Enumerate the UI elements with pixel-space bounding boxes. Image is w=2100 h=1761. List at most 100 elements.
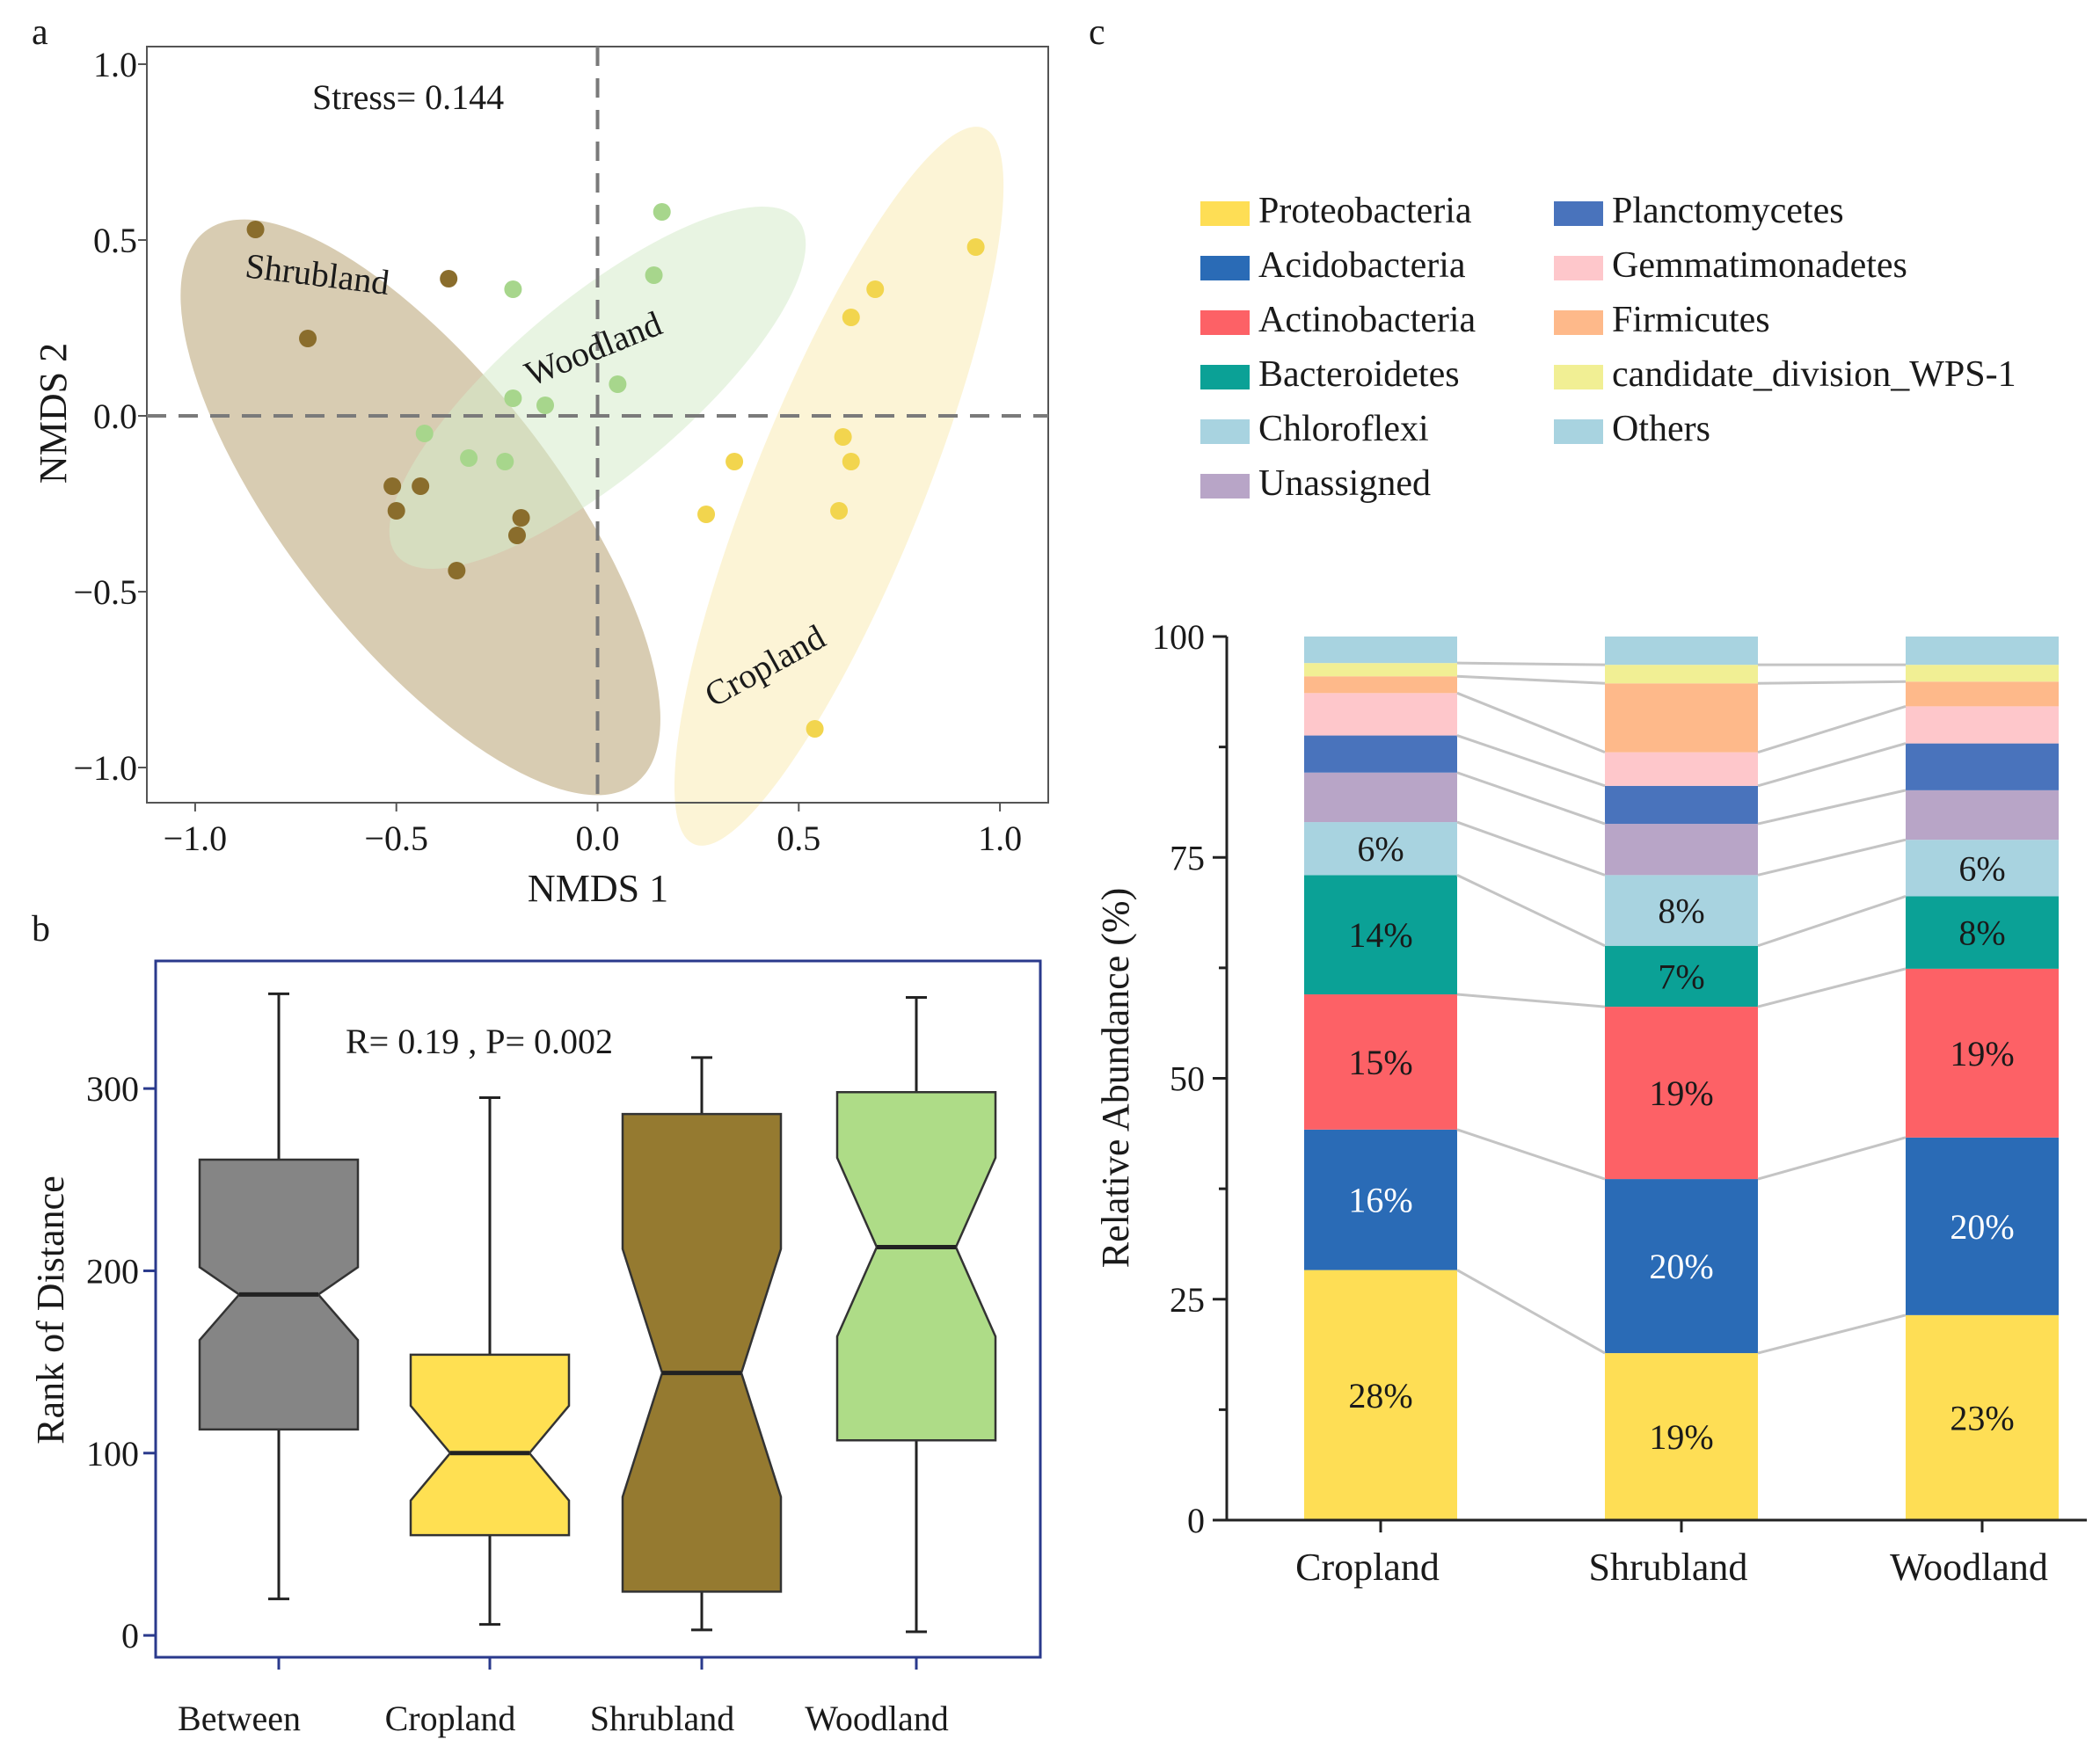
bar-segment-unassigned-woodland [1906,790,2059,840]
bar-segment-proteobacteria-cropland [1304,1270,1457,1520]
y-tick-label: 100 [86,1434,139,1474]
legend-label-candidate-division-wps-1: candidate_division_WPS-1 [1612,354,2016,395]
panel-c-letter: c [1089,12,1105,53]
y-tick-label: 0 [121,1616,139,1655]
point-cropland [842,453,860,470]
legend-swatch-bacteroidetes [1200,365,1250,389]
legend-label-actinobacteria: Actinobacteria [1258,300,1477,340]
data-label-acidobacteria-woodland: 20% [1950,1207,2014,1247]
legend-swatch-others [1554,419,1603,444]
y-tick-label: 300 [86,1069,139,1109]
y-axis-label: Relative Abundance (%) [1094,888,1137,1269]
connector-line [1757,1136,1907,1181]
point-shrubland [299,330,317,347]
x-tick-label: 0.0 [576,819,620,858]
legend-label-bacteroidetes: Bacteroidetes [1258,354,1460,395]
bar-segment-actinobacteria-woodland [1906,968,2059,1138]
ellipse-woodland [389,207,806,569]
legend-swatch-candidate-division-wps-1 [1554,365,1603,389]
bar-segment-others-shrubland [1605,637,1758,666]
panel-a-letter: a [32,12,48,53]
data-label-actinobacteria-cropland: 15% [1348,1043,1412,1082]
bar-segment-candidate-division-wps-1-shrubland [1605,665,1758,684]
bar-segment-others-woodland [1906,637,2059,666]
connector-line [1456,820,1606,877]
bar-segment-firmicutes-woodland [1906,681,2059,707]
legend-swatch-proteobacteria [1200,201,1250,226]
legend-swatch-planctomycetes [1554,201,1603,226]
data-label-bacteroidetes-cropland: 14% [1348,915,1412,955]
bar-segment-planctomycetes-woodland [1906,743,2059,790]
bar-segment-gemmatimonadetes-woodland [1906,706,2059,744]
point-shrubland [507,527,526,544]
box-cropland [409,1095,571,1626]
bar-segment-chloroflexi-woodland [1906,840,2059,897]
data-label-bacteroidetes-shrubland: 7% [1658,957,1704,996]
data-label-actinobacteria-woodland: 19% [1950,1034,2014,1073]
bar-segment-actinobacteria-cropland [1304,994,1457,1130]
point-shrubland [387,502,405,520]
r-p-annotation: R= 0.19 , P= 0.002 [346,1022,613,1061]
point-cropland [697,506,716,523]
bar-segment-planctomycetes-shrubland [1605,785,1758,825]
point-shrubland [383,477,402,495]
y-tick-label: 75 [1170,838,1205,877]
bar-segment-gemmatimonadetes-cropland [1304,693,1457,736]
x-tick-label: −0.5 [364,819,428,858]
y-tick-label: −1.0 [73,748,137,788]
y-tick-label: 25 [1170,1280,1205,1320]
connector-line [1757,838,1907,877]
connector-line [1757,680,1907,685]
bar-segment-candidate-division-wps-1-woodland [1906,665,2059,682]
stress-annotation: Stress= 0.144 [312,77,504,117]
box-woodland [835,995,997,1634]
bar-segment-unassigned-shrubland [1605,824,1758,876]
connector-line [1456,873,1606,948]
point-woodland [504,389,522,407]
connector-line [1456,734,1606,788]
bar-segment-proteobacteria-shrubland [1605,1353,1758,1520]
bar-segment-actinobacteria-shrubland [1605,1007,1758,1180]
y-axis-label: Rank of Distance [29,1175,72,1444]
y-tick-label: 50 [1170,1059,1205,1099]
connector-line [1456,993,1606,1008]
box-body [621,1112,783,1593]
box-body [835,1091,997,1442]
point-cropland [806,720,824,738]
x-axis-label: NMDS 1 [528,867,668,910]
connector-line [1757,967,1907,1008]
box-shrubland [621,1056,783,1632]
y-tick-label: 200 [86,1251,139,1291]
legend-swatch-gemmatimonadetes [1554,256,1603,280]
ellipse-cropland [674,127,1004,846]
data-label-chloroflexi-shrubland: 8% [1658,891,1704,931]
x-tick-label: Between [178,1699,301,1738]
y-tick-label: 0.5 [93,221,137,260]
box-between [198,992,360,1601]
legend-label-chloroflexi: Chloroflexi [1258,409,1429,449]
point-shrubland [246,221,265,238]
bar-segment-gemmatimonadetes-shrubland [1605,752,1758,786]
connector-line [1456,771,1606,826]
x-tick-label: Woodland [1890,1546,2048,1589]
panel-c-stacked-bar: Proteobacteria Acidobacteria Actinobacteri… [1094,191,2087,1589]
bar-segment-acidobacteria-woodland [1906,1137,2059,1315]
x-tick-label: Shrubland [1589,1546,1748,1589]
x-tick-label: Woodland [805,1699,948,1738]
bar-segment-chloroflexi-cropland [1304,822,1457,876]
box-body [409,1353,571,1537]
x-tick-label: 1.0 [978,819,1022,858]
legend-swatch-acidobacteria [1200,256,1250,280]
y-axis-label: NMDS 2 [32,343,75,484]
legend-swatch-chloroflexi [1200,419,1250,444]
legend-swatch-firmicutes [1554,310,1603,335]
point-cropland [866,280,885,298]
connector-line [1456,1128,1606,1181]
data-label-proteobacteria-cropland: 28% [1348,1376,1412,1415]
legend-swatch-actinobacteria [1200,310,1250,335]
point-woodland [536,397,555,414]
point-woodland [653,203,671,221]
point-shrubland [512,509,530,527]
bar-segment-firmicutes-cropland [1304,676,1457,694]
